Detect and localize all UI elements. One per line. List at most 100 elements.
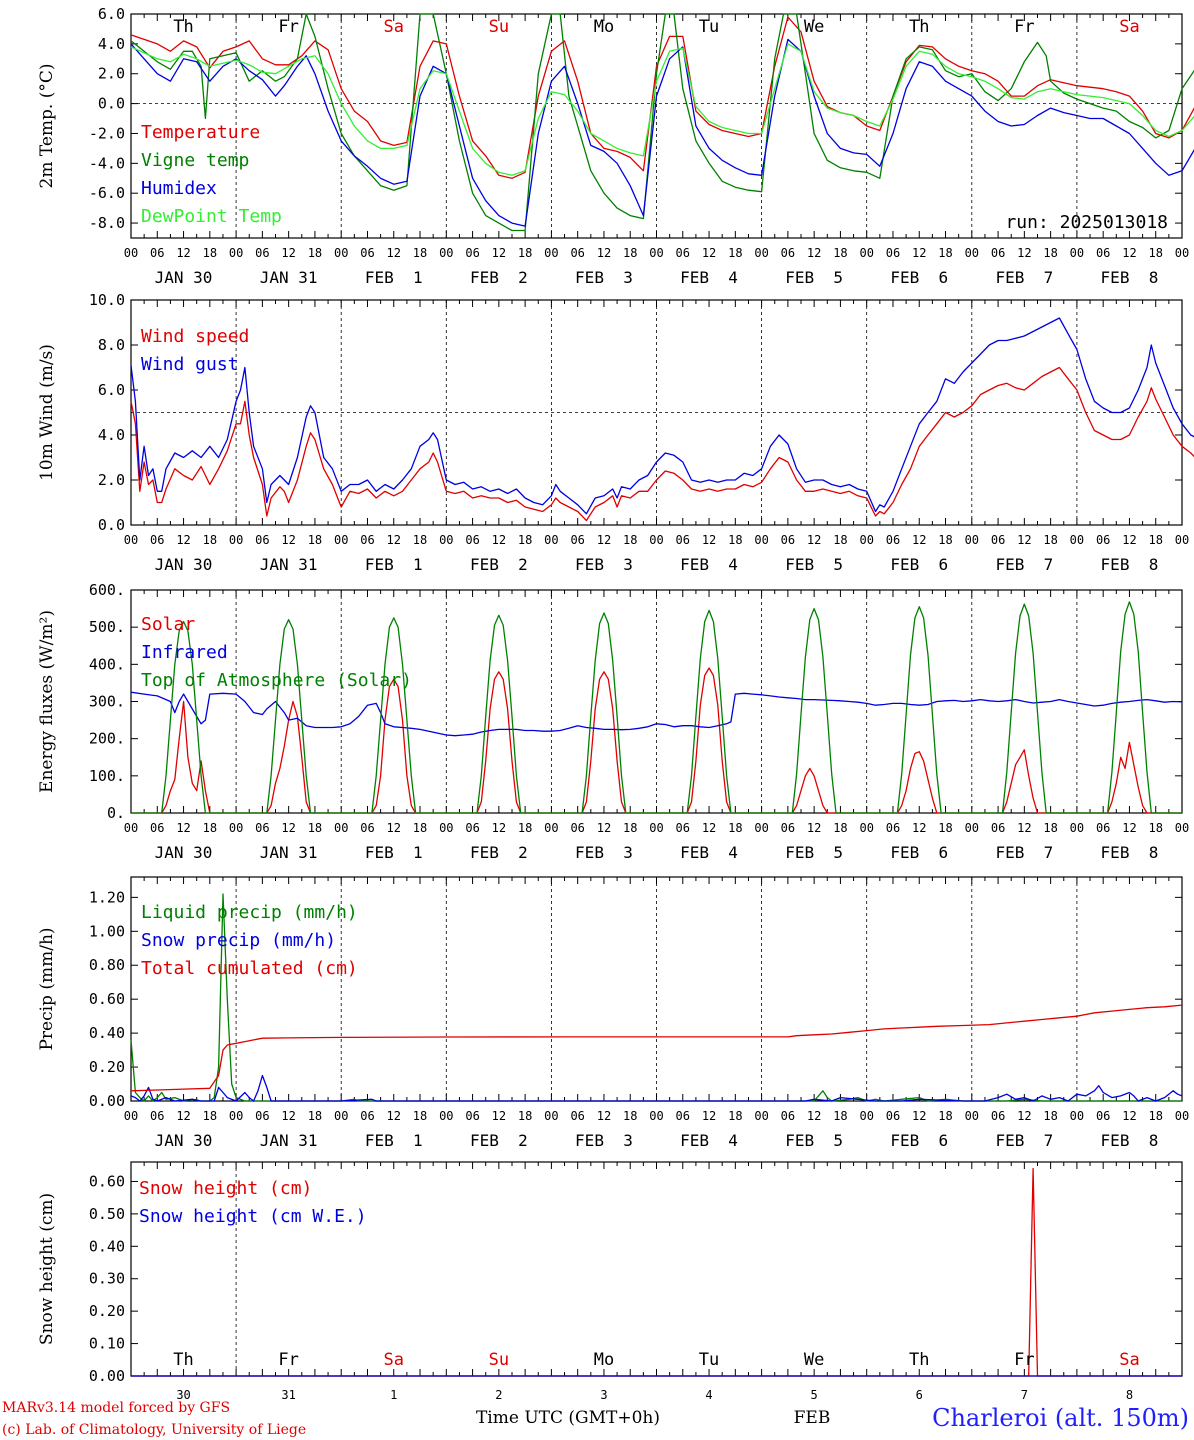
x-hour-label: 18 xyxy=(1148,821,1162,835)
x-hour-label: 12 xyxy=(807,533,821,547)
x-date-label: FEB 4 xyxy=(680,268,738,287)
y-tick-label: 500. xyxy=(89,618,125,636)
x-hour-label: 00 xyxy=(439,821,453,835)
y-tick-label: -2.0 xyxy=(89,124,125,142)
panel-5 xyxy=(130,1161,1183,1377)
series-line-dewpoint-temp xyxy=(130,43,1194,176)
x-hour-label: 06 xyxy=(676,533,690,547)
weekday-label: Th xyxy=(909,1350,929,1370)
x-hour-label: 12 xyxy=(1122,246,1136,260)
legend-entry: Vigne temp xyxy=(141,150,249,171)
x-hour-label: 18 xyxy=(308,246,322,260)
x-hour-label: 06 xyxy=(1096,533,1110,547)
x-hour-label: 12 xyxy=(492,1109,506,1123)
x-day-number: 5 xyxy=(811,1388,818,1402)
x-hour-label: 18 xyxy=(518,533,532,547)
y-tick-label: 0.20 xyxy=(89,1302,125,1320)
x-hour-label: 06 xyxy=(570,1109,584,1123)
x-hour-label: 12 xyxy=(1017,1109,1031,1123)
x-hour-label: 00 xyxy=(334,246,348,260)
weekday-label: Th xyxy=(173,17,193,37)
weekday-label: Tu xyxy=(699,17,719,37)
x-hour-label: 18 xyxy=(623,246,637,260)
x-hour-label: 00 xyxy=(229,533,243,547)
x-hour-label: 12 xyxy=(176,1109,190,1123)
x-hour-label: 12 xyxy=(912,821,926,835)
series-line-solar xyxy=(131,667,1182,814)
x-hour-label: 18 xyxy=(413,533,427,547)
x-hour-label: 06 xyxy=(781,1109,795,1123)
x-hour-label: 06 xyxy=(360,533,374,547)
x-date-label: FEB 2 xyxy=(470,268,528,287)
x-hour-label: 12 xyxy=(387,246,401,260)
legend-entry: Temperature xyxy=(141,122,260,143)
x-hour-label: 12 xyxy=(1017,821,1031,835)
legend-entry: Solar xyxy=(141,614,195,635)
x-day-number: 7 xyxy=(1021,1388,1028,1402)
y-tick-label: 0.60 xyxy=(89,990,125,1008)
weekday-label: Fr xyxy=(278,1350,298,1370)
weekday-label: Fr xyxy=(1014,17,1034,37)
series-line-infrared xyxy=(130,691,1183,737)
x-hour-label: 06 xyxy=(781,533,795,547)
x-hour-label: 12 xyxy=(176,821,190,835)
x-hour-label: 00 xyxy=(544,821,558,835)
x-hour-label: 06 xyxy=(886,1109,900,1123)
x-date-label: FEB 5 xyxy=(785,555,843,574)
x-date-label: FEB 7 xyxy=(995,555,1053,574)
x-date-label: FEB 8 xyxy=(1101,555,1159,574)
weekday-label: Su xyxy=(489,1350,509,1370)
x-hour-label: 12 xyxy=(1122,1109,1136,1123)
y-tick-label: 0. xyxy=(107,804,125,822)
x-hour-label: 00 xyxy=(124,821,138,835)
y-tick-label: 4.0 xyxy=(98,35,125,53)
x-hour-label: 06 xyxy=(150,246,164,260)
x-hour-label: 00 xyxy=(754,533,768,547)
x-hour-label: 18 xyxy=(623,533,637,547)
panel-3 xyxy=(130,589,1183,814)
y-tick-label: 0.0 xyxy=(98,95,125,113)
x-hour-label: 00 xyxy=(754,1109,768,1123)
y-tick-label: 2.0 xyxy=(98,65,125,83)
x-hour-label: 12 xyxy=(281,1109,295,1123)
x-hour-label: 18 xyxy=(938,1109,952,1123)
x-hour-label: 06 xyxy=(465,246,479,260)
x-hour-label: 18 xyxy=(1043,533,1057,547)
x-hour-label: 18 xyxy=(728,1109,742,1123)
legend-entry: Liquid precip (mm/h) xyxy=(141,902,358,923)
weekday-label: Sa xyxy=(1119,17,1139,37)
x-hour-label: 18 xyxy=(203,821,217,835)
x-hour-label: 00 xyxy=(439,1109,453,1123)
x-day-number: 2 xyxy=(495,1388,502,1402)
x-hour-label: 18 xyxy=(203,246,217,260)
x-hour-label: 00 xyxy=(544,1109,558,1123)
y-tick-label: 2.0 xyxy=(98,471,125,489)
x-hour-label: 12 xyxy=(597,246,611,260)
x-hour-label: 18 xyxy=(938,533,952,547)
x-hour-label: 06 xyxy=(991,246,1005,260)
x-date-label: FEB 1 xyxy=(365,1131,423,1150)
weekday-label: Sa xyxy=(384,17,404,37)
x-hour-label: 18 xyxy=(518,821,532,835)
x-hour-label: 00 xyxy=(544,246,558,260)
x-hour-label: 06 xyxy=(676,1109,690,1123)
x-hour-label: 12 xyxy=(176,533,190,547)
x-hour-label: 00 xyxy=(859,1109,873,1123)
series-line-snow-height-cm xyxy=(131,1167,1182,1377)
x-hour-label: 18 xyxy=(728,246,742,260)
x-hour-label: 12 xyxy=(597,821,611,835)
x-hour-label: 18 xyxy=(833,246,847,260)
station-label: Charleroi (alt. 150m) xyxy=(932,1404,1189,1432)
y-tick-label: 0.10 xyxy=(89,1335,125,1353)
series-line-vigne-temp xyxy=(130,13,1194,232)
x-hour-label: 00 xyxy=(124,1109,138,1123)
x-hour-label: 18 xyxy=(518,1109,532,1123)
x-date-label: FEB 6 xyxy=(890,555,948,574)
y-tick-label: -8.0 xyxy=(89,214,125,232)
x-hour-label: 06 xyxy=(465,533,479,547)
x-hour-label: 06 xyxy=(1096,821,1110,835)
x-date-label: JAN 31 xyxy=(260,1131,318,1150)
x-hour-label: 18 xyxy=(938,821,952,835)
x-hour-label: 06 xyxy=(465,821,479,835)
x-hour-label: 12 xyxy=(807,246,821,260)
